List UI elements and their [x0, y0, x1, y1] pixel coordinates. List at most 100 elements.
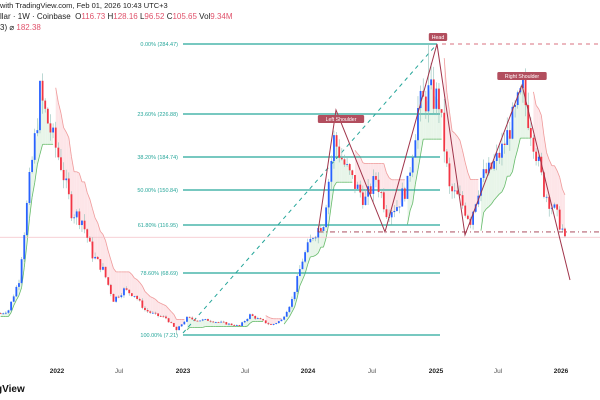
supertrend-line: [504, 176, 508, 187]
candle-body: [83, 220, 86, 230]
supertrend-line: [362, 162, 366, 164]
supertrend-line: [78, 173, 83, 182]
candle: [545, 194, 548, 203]
candle: [432, 66, 435, 114]
supertrend-fill: [29, 165, 33, 219]
candle: [109, 283, 112, 297]
supertrend-line: [265, 315, 269, 318]
supertrend-fill: [305, 247, 308, 274]
candle-body: [49, 123, 52, 133]
supertrend-line: [299, 279, 303, 286]
candle-body: [220, 321, 222, 323]
candle: [31, 156, 33, 174]
candle: [511, 102, 514, 140]
candle-body: [144, 307, 146, 311]
candle-body: [254, 315, 257, 319]
candle-body: [270, 324, 272, 326]
supertrend-fill: [467, 172, 471, 222]
candle: [272, 323, 275, 326]
candle: [259, 317, 262, 320]
candle-body: [495, 152, 498, 161]
candle-body: [188, 316, 191, 318]
supertrend-line: [107, 250, 112, 260]
candle-body: [94, 256, 96, 259]
candle: [104, 266, 107, 279]
candle-body: [125, 288, 128, 290]
supertrend-line: [459, 140, 463, 151]
supertrend-fill: [87, 192, 90, 240]
candle: [532, 135, 535, 159]
supertrend-fill: [357, 153, 361, 189]
high-label: H: [107, 12, 114, 21]
supertrend-fill: [100, 231, 103, 269]
candle-body: [18, 283, 20, 287]
candle-body: [280, 319, 283, 322]
low-label: L: [139, 12, 145, 21]
candle-body: [291, 299, 293, 307]
supertrend-fill: [63, 127, 67, 180]
supertrend-fill: [310, 238, 313, 257]
supertrend-line: [100, 231, 104, 235]
supertrend-line: [160, 303, 164, 305]
candle: [86, 228, 89, 243]
candle-body: [154, 312, 157, 314]
candle-body: [102, 266, 104, 270]
supertrend-line: [296, 285, 301, 298]
candle: [214, 321, 217, 324]
supertrend-line: [548, 159, 553, 166]
candle-body: [88, 237, 91, 242]
candle: [314, 235, 317, 242]
supertrend-fill: [470, 179, 474, 222]
supertrend-line: [323, 237, 327, 248]
candle-body: [498, 152, 501, 158]
candle: [288, 306, 291, 313]
candle-body: [167, 318, 170, 323]
x-tick-label: 2022: [50, 368, 65, 375]
candle-body: [409, 172, 411, 176]
supertrend-fill: [554, 165, 558, 208]
candle-body: [335, 135, 338, 147]
candle: [406, 175, 409, 200]
candle-body: [36, 130, 39, 134]
supertrend-line: [446, 92, 450, 112]
candle: [335, 131, 338, 156]
candle-body: [453, 190, 456, 192]
supertrend-fill: [515, 98, 518, 159]
candle: [233, 324, 236, 327]
candle: [220, 320, 222, 323]
supertrend-line: [483, 208, 487, 213]
candle: [558, 206, 561, 231]
indicator-legend[interactable]: 3) ⌀ 182.38: [0, 23, 41, 32]
supertrend-line: [15, 295, 20, 301]
supertrend-fill: [194, 320, 198, 328]
time-axis[interactable]: 2022 Jul 2023 Jul 2024 Jul 2025 Jul 2026: [50, 368, 569, 375]
candle: [466, 214, 469, 221]
supertrend-fill: [118, 271, 122, 297]
candle: [149, 310, 152, 315]
candle: [60, 148, 62, 172]
candle-body: [233, 325, 236, 326]
candle: [351, 169, 354, 179]
supertrend-fill: [504, 137, 508, 187]
candle: [4, 311, 7, 315]
supertrend-fill: [520, 83, 523, 139]
candle: [52, 123, 54, 139]
candle: [343, 154, 346, 167]
supertrend-line: [488, 203, 492, 207]
candle-body: [67, 178, 70, 195]
candle-body: [86, 229, 89, 238]
candle: [172, 322, 175, 328]
candle-body: [485, 169, 488, 174]
candle: [36, 118, 39, 137]
head-shoulders-pattern[interactable]: Left Shoulder Head Right Shoulder: [317, 33, 600, 281]
supertrend-line: [286, 316, 290, 321]
candle: [414, 134, 417, 158]
supertrend-fill: [302, 256, 306, 281]
candle: [564, 227, 566, 238]
symbol-info[interactable]: llar · 1W · Coinbase: [0, 12, 71, 21]
candle: [78, 208, 81, 230]
fib-retracement[interactable]: 0.00% (284.47) 23.60% (226.88) 38.20% (184…: [0, 42, 600, 339]
supertrend-fill: [102, 234, 106, 273]
supertrend-line: [102, 234, 106, 241]
